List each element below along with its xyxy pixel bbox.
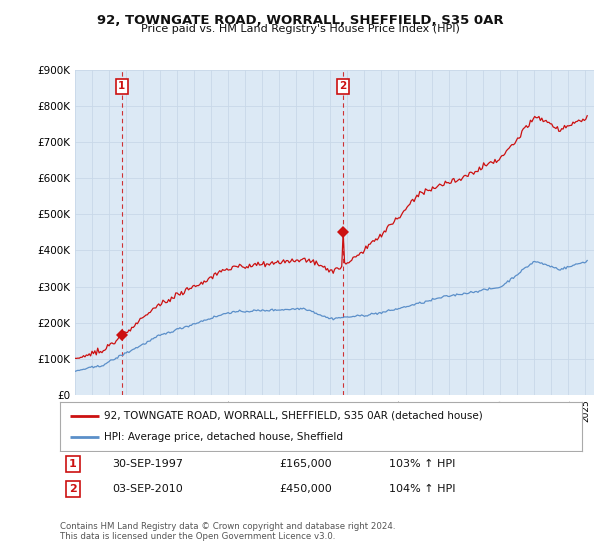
Text: HPI: Average price, detached house, Sheffield: HPI: Average price, detached house, Shef… — [104, 432, 343, 442]
Text: 30-SEP-1997: 30-SEP-1997 — [112, 459, 183, 469]
Text: 103% ↑ HPI: 103% ↑ HPI — [389, 459, 455, 469]
Text: £450,000: £450,000 — [279, 484, 332, 494]
Text: 03-SEP-2010: 03-SEP-2010 — [112, 484, 183, 494]
Text: 2: 2 — [340, 81, 347, 91]
Text: 92, TOWNGATE ROAD, WORRALL, SHEFFIELD, S35 0AR (detached house): 92, TOWNGATE ROAD, WORRALL, SHEFFIELD, S… — [104, 410, 483, 421]
Text: £165,000: £165,000 — [279, 459, 332, 469]
Text: Contains HM Land Registry data © Crown copyright and database right 2024.
This d: Contains HM Land Registry data © Crown c… — [60, 522, 395, 542]
Text: 104% ↑ HPI: 104% ↑ HPI — [389, 484, 455, 494]
Text: 1: 1 — [69, 459, 77, 469]
Text: 2: 2 — [69, 484, 77, 494]
Text: Price paid vs. HM Land Registry's House Price Index (HPI): Price paid vs. HM Land Registry's House … — [140, 24, 460, 34]
Text: 1: 1 — [118, 81, 125, 91]
Text: 92, TOWNGATE ROAD, WORRALL, SHEFFIELD, S35 0AR: 92, TOWNGATE ROAD, WORRALL, SHEFFIELD, S… — [97, 14, 503, 27]
